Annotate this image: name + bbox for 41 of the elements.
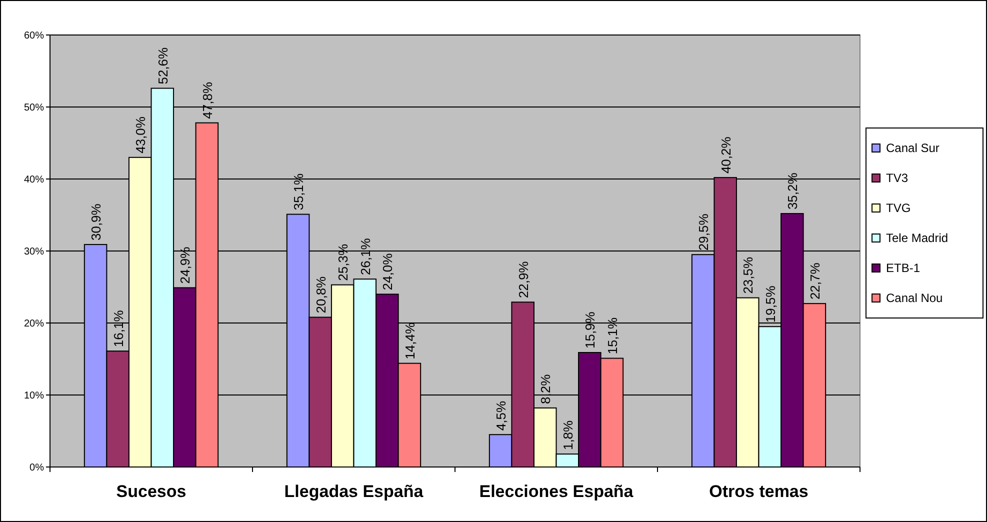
data-label: 43,0% xyxy=(133,116,148,154)
data-label: 30,9% xyxy=(88,203,104,241)
y-tick-label: 50% xyxy=(24,102,44,114)
data-label: 15,9% xyxy=(582,311,598,349)
data-label: 15,1% xyxy=(604,316,620,354)
data-label: 40,2% xyxy=(718,136,734,174)
data-label: 26,1% xyxy=(358,238,373,276)
data-label: 22,7% xyxy=(807,262,822,300)
y-tick-label: 30% xyxy=(24,246,44,258)
x-tick-label: Otros temas xyxy=(709,482,808,501)
legend-label: ETB-1 xyxy=(886,261,920,276)
legend-label: TV3 xyxy=(886,171,908,186)
x-tick-label: Elecciones España xyxy=(479,482,634,501)
data-label: 19,5% xyxy=(762,285,778,323)
data-label: 22,9% xyxy=(516,260,531,298)
data-label: 23,5% xyxy=(740,256,756,294)
x-tick-label: Sucesos xyxy=(116,482,186,501)
legend-label: Canal Sur xyxy=(886,141,940,156)
legend-label: Tele Madrid xyxy=(886,231,948,246)
data-label: 16,1% xyxy=(110,310,126,348)
data-label: 52,6% xyxy=(155,46,170,84)
data-label: 35,2% xyxy=(785,172,800,210)
data-label: 14,4% xyxy=(402,322,418,360)
y-tick-label: 10% xyxy=(24,390,44,402)
y-tick-label: 0% xyxy=(30,462,44,474)
data-label: 20,8% xyxy=(313,276,328,314)
data-label: 47,8% xyxy=(200,82,215,119)
data-label: 8,2% xyxy=(538,374,554,404)
legend-label: Canal Nou xyxy=(886,291,943,306)
data-label: 4,5% xyxy=(494,400,509,431)
y-tick-label: 20% xyxy=(24,318,44,330)
data-label: 35,1% xyxy=(291,172,306,210)
y-tick-label: 60% xyxy=(24,30,44,42)
x-tick-label: Llegadas España xyxy=(284,482,424,501)
data-label: 25,3% xyxy=(336,244,351,281)
data-label: 24,9% xyxy=(178,246,193,284)
data-label: 24,0% xyxy=(380,252,396,290)
y-tick-label: 40% xyxy=(24,174,44,186)
data-label: 29,5% xyxy=(696,213,712,251)
legend-label: TVG xyxy=(886,201,911,216)
data-label: 1,8% xyxy=(560,420,576,450)
